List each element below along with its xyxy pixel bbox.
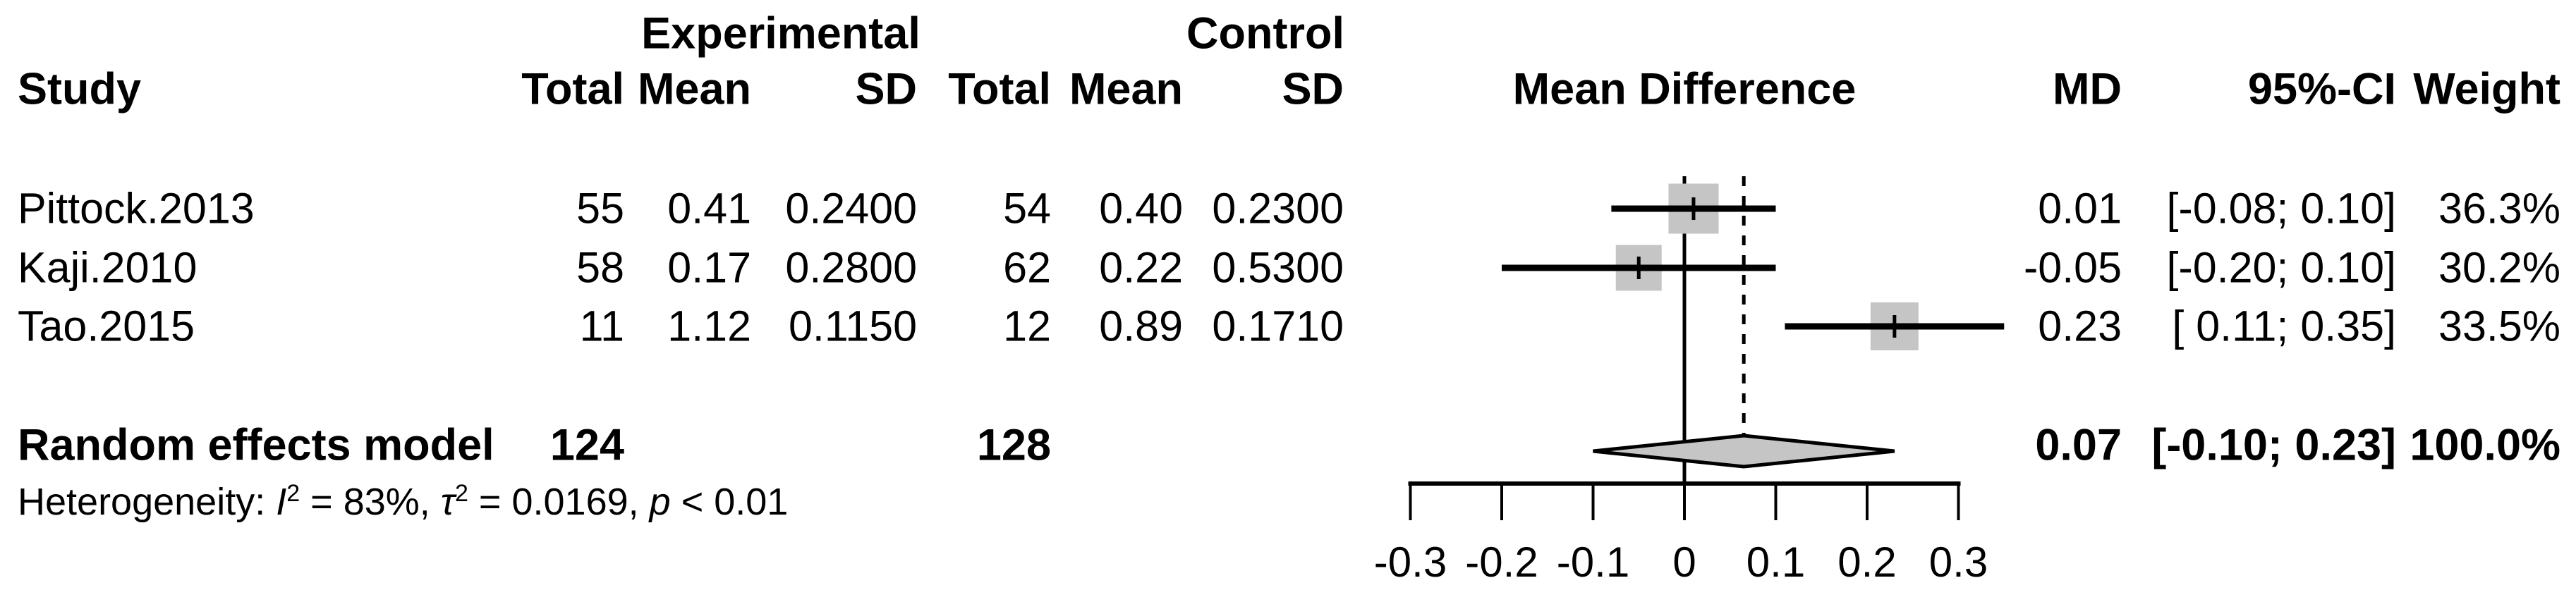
column-header-ctrl-sd: SD — [1282, 64, 1344, 114]
group-header-experimental: Experimental — [641, 8, 921, 59]
exp-sd-value: 0.2800 — [785, 243, 917, 292]
tau-squared-value: = 0.0169, — [468, 481, 650, 523]
exp-total-value: 11 — [579, 302, 624, 350]
column-header-ctrl-mean: Mean — [1069, 64, 1183, 114]
md-value: 0.01 — [2038, 184, 2122, 233]
p-symbol: p — [649, 481, 671, 523]
ctrl-mean-value: 0.22 — [1099, 243, 1183, 292]
ci-value: [-0.08; 0.10] — [2166, 184, 2396, 233]
x-axis-tick-label: -0.2 — [1465, 539, 1538, 586]
x-axis-tick-label: 0.1 — [1746, 539, 1805, 586]
column-header-weight: Weight — [2413, 64, 2560, 114]
x-axis-tick-label: 0.3 — [1929, 539, 1988, 586]
column-header-mean-difference: Mean Difference — [1512, 64, 1857, 114]
p-value: < 0.01 — [670, 481, 789, 523]
x-axis-tick-label: -0.1 — [1557, 539, 1629, 586]
study-name: Pittock.2013 — [18, 184, 255, 233]
x-axis-tick-label: 0 — [1672, 539, 1696, 586]
summary-ctrl-total: 128 — [976, 420, 1051, 470]
summary-md-value: 0.07 — [2035, 420, 2122, 470]
heterogeneity-line: Heterogeneity: I2 = 83%, τ2 = 0.0169, p … — [18, 480, 789, 523]
column-header-exp-mean: Mean — [637, 64, 751, 114]
exp-total-value: 55 — [576, 184, 624, 233]
ctrl-mean-value: 0.40 — [1099, 184, 1183, 233]
exp-mean-value: 0.17 — [667, 243, 751, 292]
ctrl-total-value: 62 — [1003, 243, 1051, 292]
weight-value: 36.3% — [2438, 184, 2560, 233]
exp-mean-value: 0.41 — [667, 184, 751, 233]
tau-squared-exponent: 2 — [455, 480, 468, 507]
weight-value: 30.2% — [2438, 243, 2560, 292]
i-squared-symbol: I — [276, 481, 287, 523]
study-name: Tao.2015 — [18, 302, 195, 350]
tau-squared-symbol: τ — [440, 481, 455, 523]
md-value: 0.23 — [2038, 302, 2122, 350]
ctrl-total-value: 12 — [1003, 302, 1051, 350]
exp-mean-value: 1.12 — [667, 302, 751, 350]
i-squared-exponent: 2 — [286, 480, 300, 507]
study-name: Kaji.2010 — [18, 243, 198, 292]
ci-value: [ 0.11; 0.35] — [2172, 302, 2396, 350]
ci-value: [-0.20; 0.10] — [2166, 243, 2396, 292]
exp-sd-value: 0.2400 — [785, 184, 917, 233]
x-axis-tick-label: -0.3 — [1374, 539, 1447, 586]
ctrl-sd-value: 0.2300 — [1212, 184, 1344, 233]
column-header-ci: 95%-CI — [2247, 64, 2396, 114]
ctrl-sd-value: 0.1710 — [1212, 302, 1344, 350]
i-squared-value: = 83%, — [300, 481, 441, 523]
ctrl-mean-value: 0.89 — [1099, 302, 1183, 350]
md-value: -0.05 — [2023, 243, 2122, 292]
column-header-exp-sd: SD — [855, 64, 917, 114]
weight-value: 33.5% — [2438, 302, 2560, 350]
exp-total-value: 58 — [576, 243, 624, 292]
column-header-md: MD — [2053, 64, 2122, 114]
summary-ci-value: [-0.10; 0.23] — [2151, 420, 2396, 470]
column-header-exp-total: Total — [521, 64, 624, 114]
heterogeneity-prefix: Heterogeneity: — [18, 481, 277, 523]
column-header-ctrl-total: Total — [948, 64, 1051, 114]
summary-weight-value: 100.0% — [2410, 420, 2560, 470]
pooled-diamond — [1593, 434, 1895, 469]
summary-exp-total: 124 — [549, 420, 624, 470]
ctrl-sd-value: 0.5300 — [1212, 243, 1344, 292]
ctrl-total-value: 54 — [1003, 184, 1051, 233]
exp-sd-value: 0.1150 — [788, 302, 917, 350]
column-header-study: Study — [18, 64, 142, 114]
x-axis-tick-label: 0.2 — [1837, 539, 1896, 586]
summary-model-label: Random effects model — [18, 420, 494, 470]
group-header-control: Control — [1186, 8, 1344, 59]
